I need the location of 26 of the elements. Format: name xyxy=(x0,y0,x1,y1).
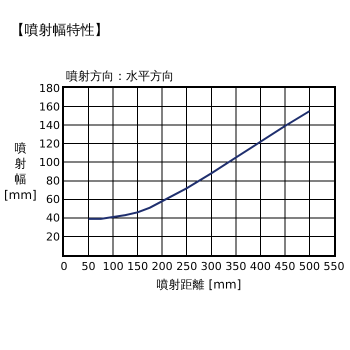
y-tick-label: 100 xyxy=(39,156,60,170)
y-tick-label: 40 xyxy=(46,212,60,225)
y-tick-label: 80 xyxy=(46,174,60,188)
x-tick-label: 550 xyxy=(324,260,344,273)
y-tick-label: 20 xyxy=(46,230,60,244)
x-tick-label: 400 xyxy=(250,260,271,273)
y-axis-title: 噴射幅[mm] xyxy=(4,141,37,202)
x-tick-label: 300 xyxy=(200,260,222,273)
chart-title: 【噴射幅特性】 xyxy=(10,22,108,38)
x-tick-label: 100 xyxy=(102,260,124,273)
x-tick-label: 50 xyxy=(82,260,96,273)
y-tick-label: 140 xyxy=(39,118,60,132)
x-tick-label: 150 xyxy=(127,260,148,273)
chart-subtitle: 噴射方向：水平方向 xyxy=(66,69,174,83)
y-tick-label: 180 xyxy=(39,82,60,95)
x-tick-label: 250 xyxy=(176,260,198,273)
x-tick-label: 350 xyxy=(225,260,246,273)
x-axis-title: 噴射距離 [mm] xyxy=(156,277,242,292)
line-series xyxy=(88,110,310,220)
y-tick-label: 60 xyxy=(46,193,60,206)
x-tick-label: 200 xyxy=(152,260,173,273)
y-tick-label: 120 xyxy=(39,138,60,151)
x-tick-label: 0 xyxy=(60,260,68,273)
x-tick-label: 450 xyxy=(274,260,296,273)
x-tick-label: 500 xyxy=(298,260,320,273)
y-tick-label: 160 xyxy=(39,100,60,114)
